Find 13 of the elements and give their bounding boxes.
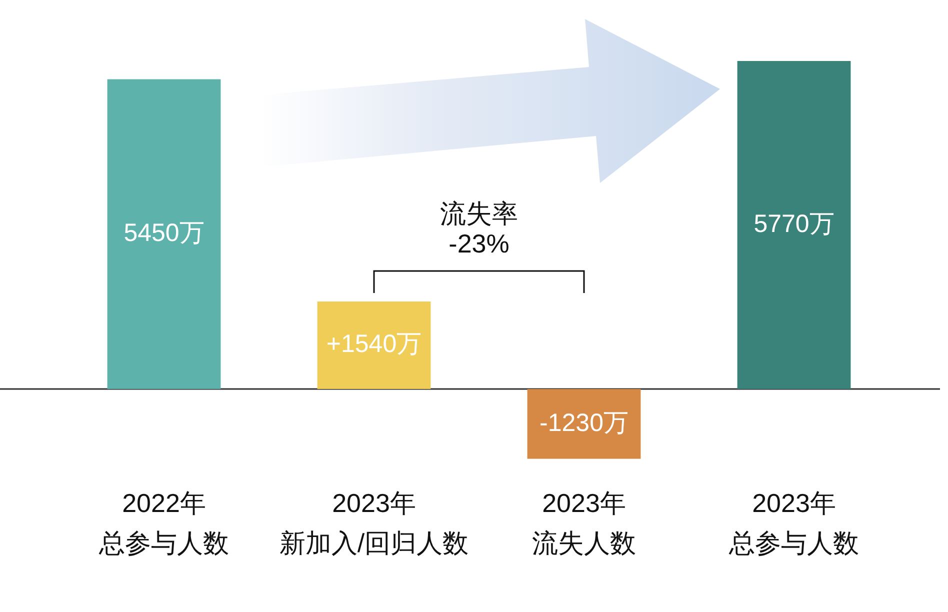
x-tick-label: 2023年新加入/回归人数 xyxy=(279,488,469,558)
x-tick-label: 2023年流失人数 xyxy=(532,488,636,558)
bar xyxy=(107,79,221,389)
data-label: 5450万 xyxy=(124,218,204,247)
data-label: 5770万 xyxy=(754,210,834,238)
x-tick-label: 2022年总参与人数 xyxy=(98,488,229,558)
data-label: -1230万 xyxy=(540,408,628,437)
data-label: +1540万 xyxy=(326,330,422,358)
x-tick-label: 2023年总参与人数 xyxy=(728,488,859,558)
bar xyxy=(737,61,851,389)
bar xyxy=(527,389,641,459)
bar xyxy=(317,301,431,389)
annotation: 流失率 -23% xyxy=(440,198,518,259)
